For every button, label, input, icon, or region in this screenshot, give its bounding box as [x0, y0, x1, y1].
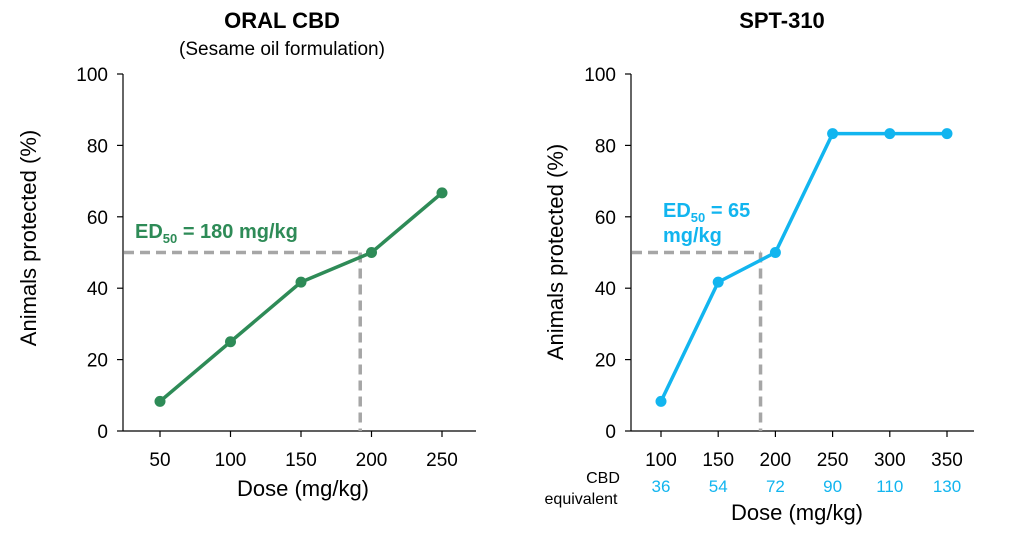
series-line [659, 131, 947, 403]
x-tick-label: 300 [874, 450, 906, 471]
cbd-equivalent-value: 72 [766, 477, 785, 496]
x-tick-label: 200 [760, 450, 792, 471]
x-tick-label: 50 [149, 450, 170, 471]
x-tick-label: 150 [285, 450, 317, 471]
chart-oral-cbd: ORAL CBD (Sesame oil formulation) 0 20 40 6… [16, 8, 476, 501]
y-tick-label: 80 [595, 136, 616, 157]
data-point [884, 128, 896, 140]
data-point [366, 247, 377, 258]
cbd-equivalent-value: 90 [823, 477, 842, 496]
cbd-equivalent-value: 54 [709, 477, 728, 496]
y-axis-label: Animals protected (%) [543, 144, 568, 360]
y-tick-label: 0 [97, 422, 108, 443]
y-axis-label: Animals protected (%) [16, 130, 41, 346]
y-tick-label: 60 [87, 208, 108, 229]
x-tick-label: 150 [702, 450, 734, 471]
x-tick-label: 100 [215, 450, 247, 471]
cbd-equivalent-value: 36 [652, 477, 671, 496]
x-tick-label: 250 [817, 450, 849, 471]
chart-title: SPT-310 [739, 8, 825, 33]
y-tick-label: 40 [595, 279, 616, 300]
y-tick-label: 20 [595, 351, 616, 372]
chart-title: ORAL CBD [224, 8, 340, 33]
data-point [225, 336, 236, 348]
y-tick-label: 80 [87, 136, 108, 157]
data-point [154, 395, 166, 407]
y-tick-label: 100 [584, 65, 616, 86]
ed50-label-line2: mg/kg [663, 225, 722, 247]
chart-subtitle: (Sesame oil formulation) [179, 39, 385, 60]
x-axis-label: Dose (mg/kg) [731, 500, 863, 525]
ed50-label: ED50 = 65 [663, 200, 750, 225]
cbd-equivalent-value: 110 [876, 477, 903, 496]
cbd-equivalent-value: 130 [933, 477, 961, 496]
ed50-value: = 65 [705, 200, 750, 222]
y-tick-label: 20 [87, 351, 108, 372]
ed50-label: ED50 = 180 mg/kg [135, 221, 298, 246]
y-tick-label: 0 [605, 422, 616, 443]
x-tick-label: 100 [645, 450, 677, 471]
y-tick-label: 40 [87, 279, 108, 300]
x-tick-label: 350 [931, 450, 963, 471]
data-point [769, 247, 781, 258]
data-point [941, 128, 953, 140]
y-tick-label: 60 [595, 208, 616, 229]
data-point [712, 276, 724, 288]
data-point [295, 276, 307, 288]
x-tick-label: 200 [356, 450, 388, 471]
y-tick-label: 100 [76, 65, 108, 86]
cbd-equivalent-label-line2: equivalent [545, 491, 619, 508]
ed50-prefix: ED [135, 221, 163, 243]
ed50-prefix: ED [663, 200, 691, 222]
x-tick-label: 250 [426, 450, 458, 471]
cbd-equivalent-label-line1: CBD [586, 470, 620, 487]
ed50-subscript: 50 [691, 210, 705, 225]
data-point [827, 128, 839, 140]
ed50-value: = 180 mg/kg [177, 221, 298, 243]
data-point [655, 395, 667, 407]
x-axis-label: Dose (mg/kg) [237, 476, 369, 501]
ed50-subscript: 50 [163, 231, 177, 246]
data-point [436, 187, 448, 199]
